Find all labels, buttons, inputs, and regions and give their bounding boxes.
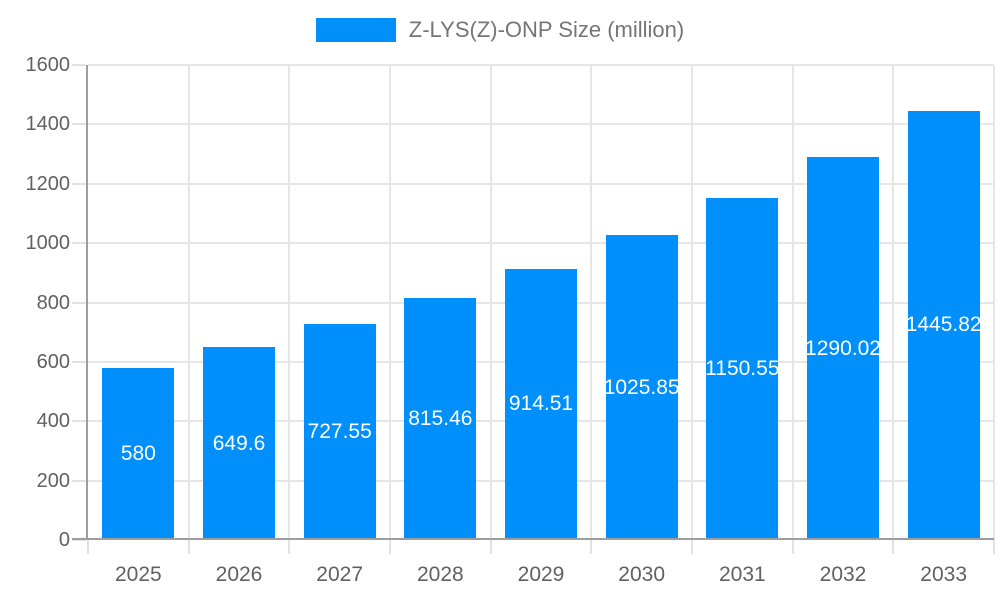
y-tick xyxy=(72,242,86,245)
x-tick xyxy=(389,540,391,554)
y-tick xyxy=(72,360,86,363)
x-tick xyxy=(791,540,794,554)
bar-2026[interactable] xyxy=(203,347,275,540)
bar-2032[interactable] xyxy=(807,157,879,540)
x-tick xyxy=(489,540,492,554)
y-axis-label: 400 xyxy=(36,410,70,433)
gridline-h xyxy=(88,242,994,245)
x-tick xyxy=(993,540,995,554)
x-axis-line xyxy=(72,538,994,540)
bar-2027[interactable] xyxy=(303,324,376,540)
legend-swatch-icon xyxy=(315,18,396,42)
x-axis-label-2027: 2027 xyxy=(316,563,364,586)
bar-2029[interactable] xyxy=(505,268,577,540)
x-tick xyxy=(691,540,693,554)
x-tick xyxy=(590,540,593,554)
gridline-v xyxy=(489,65,492,540)
x-axis-label-2033: 2033 xyxy=(920,563,968,586)
y-axis-label: 0 xyxy=(58,529,70,551)
y-tick xyxy=(72,64,86,66)
gridline-v xyxy=(389,65,391,540)
x-axis-label-2032: 2032 xyxy=(819,563,867,586)
y-axis-label: 600 xyxy=(36,350,70,373)
y-axis-label: 1600 xyxy=(25,54,71,76)
x-axis-label-2030: 2030 xyxy=(618,563,666,586)
gridline-v xyxy=(892,65,895,540)
x-axis-label-2025: 2025 xyxy=(114,563,162,586)
y-tick xyxy=(72,420,86,423)
y-axis-label: 200 xyxy=(36,469,70,492)
plot-area: 580 649.6 727.55 815.46 914.51 1025.85 1150.55… xyxy=(26,54,995,586)
x-tick xyxy=(187,540,190,554)
bar-2033[interactable] xyxy=(907,110,980,540)
y-tick xyxy=(72,182,86,185)
gridline-v xyxy=(691,65,693,540)
x-axis-label-2026: 2026 xyxy=(215,563,263,586)
y-tick xyxy=(72,301,86,304)
bar-2028[interactable] xyxy=(404,297,477,540)
y-tick xyxy=(72,479,86,482)
legend-label: Z-LYS(Z)-ONP Size (million) xyxy=(408,17,685,42)
bar-2031[interactable] xyxy=(706,198,779,540)
bar-2025[interactable] xyxy=(102,367,175,540)
x-axis-label-2031: 2031 xyxy=(718,563,766,586)
x-tick xyxy=(892,540,895,554)
gridline-h xyxy=(88,64,994,66)
x-tick xyxy=(87,540,89,554)
y-tick xyxy=(72,539,86,541)
gridline-v xyxy=(187,65,190,540)
y-axis-label: 1000 xyxy=(25,232,71,255)
gridline-h xyxy=(88,123,994,126)
x-axis-label-2028: 2028 xyxy=(416,563,464,586)
gridline-v xyxy=(590,65,593,540)
x-axis-label-2029: 2029 xyxy=(517,563,565,586)
y-axis-label: 1200 xyxy=(25,172,71,195)
y-axis-label: 1400 xyxy=(25,113,71,136)
y-axis-label: 800 xyxy=(36,291,70,314)
y-axis-line xyxy=(86,65,88,540)
gridline-v xyxy=(993,65,995,540)
gridline-h xyxy=(88,182,994,185)
legend[interactable]: Z-LYS(Z)-ONP Size (million) xyxy=(0,18,1000,42)
gridline-v xyxy=(791,65,794,540)
x-tick xyxy=(288,540,291,554)
bar-2030[interactable] xyxy=(605,235,678,540)
gridline-v xyxy=(288,65,291,540)
y-tick xyxy=(72,123,86,126)
